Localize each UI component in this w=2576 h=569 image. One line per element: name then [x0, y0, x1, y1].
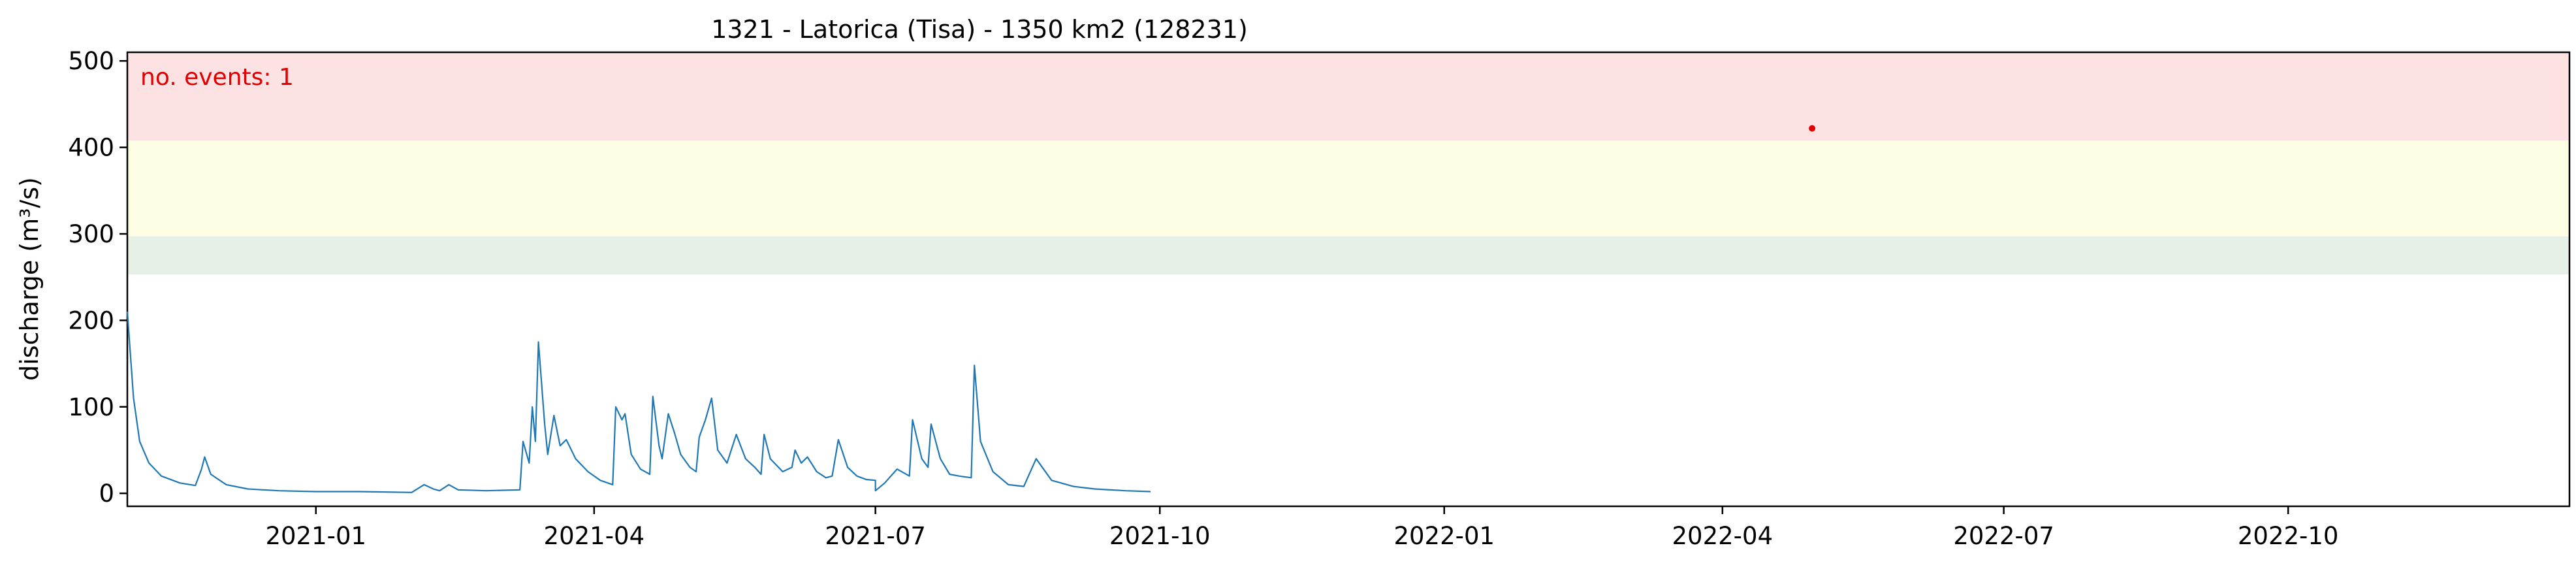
x-tick-label: 2021-01 — [265, 522, 366, 550]
threshold-band-1 — [127, 236, 2569, 275]
x-tick-label: 2022-01 — [1393, 522, 1495, 550]
plot-frame — [126, 51, 2571, 508]
y-tick-label: 100 — [68, 393, 114, 421]
x-tick-label: 2022-04 — [1672, 522, 1773, 550]
threshold-bands — [127, 52, 2569, 275]
x-tick-label: 2022-07 — [1953, 522, 2054, 550]
threshold-band-2 — [127, 140, 2569, 236]
y-tick-label: 300 — [68, 220, 114, 248]
y-axis: 0 100 200 300 400 500 — [68, 47, 127, 508]
y-tick-label: 500 — [68, 47, 114, 75]
discharge-series-line — [126, 312, 1151, 493]
x-tick-label: 2022-10 — [2238, 522, 2339, 550]
y-axis-label: discharge (m³/s) — [15, 177, 44, 381]
x-tick-label: 2021-10 — [1109, 522, 1211, 550]
x-axis: 2021-01 2021-04 2021-07 2021-10 2022-01 2022-… — [265, 506, 2338, 550]
threshold-band-3 — [127, 52, 2569, 141]
series-layer — [126, 125, 1816, 493]
y-tick-label: 400 — [68, 134, 114, 162]
chart-title: 1321 - Latorica (Tisa) - 1350 km2 (12823… — [711, 15, 1248, 44]
events-annotation: no. events: 1 — [140, 64, 294, 91]
event-point — [1809, 125, 1816, 132]
x-tick-label: 2021-04 — [544, 522, 645, 550]
y-tick-label: 200 — [68, 306, 114, 334]
y-tick-label: 0 — [99, 480, 114, 508]
x-tick-label: 2021-07 — [825, 522, 926, 550]
